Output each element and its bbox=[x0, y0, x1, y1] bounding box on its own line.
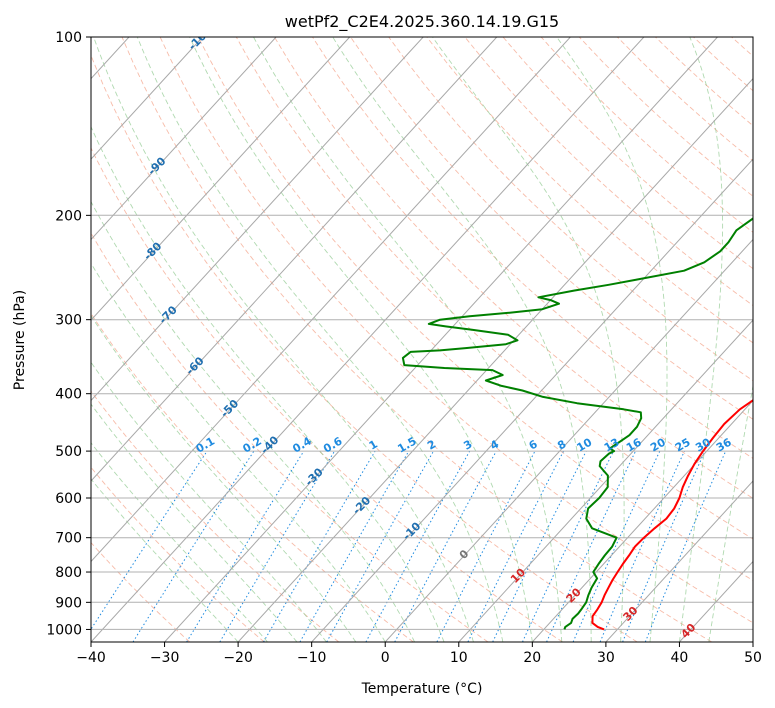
moist-adiabat bbox=[678, 37, 724, 642]
moist-adiabat bbox=[93, 37, 474, 642]
x-tick-label: 30 bbox=[597, 650, 615, 666]
x-axis: −40 −30 −20 −10 0 10 20 30 40 50 bbox=[76, 642, 762, 666]
x-tick-label: −40 bbox=[76, 650, 106, 666]
dry-adiabat bbox=[91, 312, 414, 642]
mixing-ratio-line bbox=[186, 450, 305, 642]
dry-adiabat bbox=[274, 37, 753, 499]
isotherm-line bbox=[531, 399, 753, 642]
isotherm-line bbox=[164, 37, 718, 642]
moist-adiabat bbox=[556, 37, 668, 642]
plot-background bbox=[91, 37, 753, 642]
moist-adiabat bbox=[91, 125, 445, 642]
dry-adiabat bbox=[159, 37, 753, 624]
moist-adiabats bbox=[91, 37, 753, 642]
y-tick-label: 900 bbox=[55, 595, 82, 611]
temperature-line bbox=[591, 398, 753, 631]
dry-adiabat bbox=[312, 37, 753, 459]
moist-adiabat bbox=[91, 314, 357, 642]
dry-adiabat bbox=[388, 37, 753, 382]
y-tick-label: 200 bbox=[55, 208, 82, 224]
y-axis: 100 200 300 400 500 600 700 800 900 1000 bbox=[46, 30, 91, 638]
chart-title: wetPf2_C2E4.2025.360.14.19.G15 bbox=[285, 12, 559, 32]
x-tick-label: 20 bbox=[523, 650, 541, 666]
moist-adiabat bbox=[253, 37, 563, 642]
x-tick-label: 10 bbox=[450, 650, 468, 666]
x-axis-label: Temperature (°C) bbox=[361, 681, 483, 697]
y-tick-label: 500 bbox=[55, 444, 82, 460]
mixing-ratio-line bbox=[622, 450, 706, 642]
mixing-ratio-line bbox=[492, 450, 587, 642]
moist-adiabat bbox=[708, 383, 753, 642]
y-tick-label: 1000 bbox=[46, 622, 82, 638]
y-tick-label: 600 bbox=[55, 491, 82, 507]
x-tick-label: 0 bbox=[381, 650, 390, 666]
dewpoint-line bbox=[401, 217, 753, 630]
moist-adiabat bbox=[189, 37, 533, 642]
mixing-ratio-line bbox=[132, 450, 255, 642]
mixing-ratio-line bbox=[365, 450, 471, 642]
isotherm-line bbox=[384, 238, 753, 642]
moist-adiabat bbox=[91, 262, 386, 642]
y-tick-label: 400 bbox=[55, 387, 82, 403]
dry-adiabat bbox=[91, 54, 638, 642]
isotherm-line bbox=[91, 37, 571, 563]
x-tick-label: 40 bbox=[670, 650, 688, 666]
x-tick-label: −30 bbox=[150, 650, 180, 666]
x-tick-label: 50 bbox=[744, 650, 762, 666]
moist-adiabat bbox=[332, 37, 592, 642]
mixing-ratio-line bbox=[91, 450, 208, 631]
y-tick-label: 800 bbox=[55, 565, 82, 581]
mixing-ratio-line bbox=[572, 450, 661, 642]
isotherm-line bbox=[91, 37, 498, 482]
mixing-ratio-line bbox=[394, 450, 497, 642]
dry-adiabat bbox=[235, 37, 753, 540]
isotherm-line bbox=[91, 37, 203, 160]
dry-adiabat bbox=[197, 37, 753, 581]
mixing-ratio-line bbox=[599, 450, 685, 642]
dry-adiabat bbox=[464, 37, 753, 306]
mixing-ratio-line bbox=[467, 450, 565, 642]
moist-adiabat bbox=[432, 37, 625, 642]
x-tick-label: −10 bbox=[297, 650, 327, 666]
y-tick-label: 700 bbox=[55, 531, 82, 547]
moist-adiabat bbox=[91, 478, 239, 642]
mixing-ratio-line bbox=[219, 450, 336, 642]
isotherm-line bbox=[91, 37, 424, 402]
isotherm-line bbox=[91, 37, 645, 642]
moist-adiabat bbox=[91, 403, 298, 642]
plot-area: -100-90-80-70-60-50-40-30-20-10010203040… bbox=[91, 37, 753, 642]
isotherm-line bbox=[605, 480, 753, 642]
dry-adiabat bbox=[91, 147, 563, 642]
x-tick-label: −20 bbox=[223, 650, 253, 666]
isotherm-line bbox=[91, 37, 351, 321]
y-tick-label: 100 bbox=[55, 30, 82, 46]
profile-lines bbox=[401, 217, 753, 631]
isotherm-line bbox=[311, 158, 753, 642]
moist-adiabat bbox=[91, 442, 268, 642]
y-tick-label: 300 bbox=[55, 313, 82, 329]
y-axis-label: Pressure (hPa) bbox=[12, 290, 28, 390]
moist-adiabat bbox=[136, 37, 504, 642]
isotherm-line bbox=[458, 319, 753, 642]
mixing-ratio-line bbox=[326, 450, 434, 642]
plot-frame bbox=[90, 36, 754, 643]
dry-adiabat bbox=[91, 466, 265, 642]
isotherm-line bbox=[91, 37, 277, 241]
